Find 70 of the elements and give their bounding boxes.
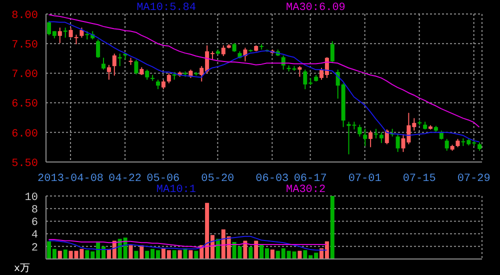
bar <box>178 250 182 259</box>
candlestick <box>106 64 111 80</box>
candlestick <box>330 40 334 64</box>
y-tick-label: 5.50 <box>12 158 38 170</box>
text: MA30:6.09 <box>286 2 346 14</box>
candlestick <box>384 128 389 145</box>
bar <box>298 250 302 259</box>
y-tick-label: 6 <box>31 217 38 230</box>
x-tick-label: 05-06 <box>146 173 180 185</box>
candlestick <box>161 79 166 90</box>
candlestick <box>444 138 449 152</box>
bar <box>172 250 176 259</box>
candlestick <box>102 57 106 70</box>
x-tick-label: 04-22 <box>108 173 142 185</box>
candlestick <box>145 69 150 80</box>
bar <box>270 250 274 259</box>
text: MA10:5.84 <box>136 2 196 14</box>
y-tick-label: 7.00 <box>12 69 38 82</box>
y-tick-label: 4 <box>31 230 38 242</box>
x-tick-label: 06-17 <box>294 173 327 185</box>
x-tick-label: 07-15 <box>402 173 436 185</box>
bar <box>58 250 62 259</box>
candlestick <box>281 54 286 70</box>
x-tick-label: 05-20 <box>201 173 234 185</box>
bar <box>254 240 258 259</box>
candlestick <box>358 124 362 138</box>
x-tick-label: 07-29 <box>457 173 490 185</box>
y-tick-label: 6.50 <box>12 98 38 111</box>
text: MA10:1 <box>156 184 196 196</box>
candlestick <box>74 34 78 45</box>
candlestick <box>368 130 373 148</box>
text: MA30:2 <box>286 184 326 196</box>
bar <box>140 245 144 259</box>
bar <box>128 245 133 259</box>
bar <box>330 196 334 259</box>
y-tick-label: 10 <box>24 192 38 204</box>
y-axis-title: x万 <box>14 263 30 275</box>
y-tick-label: 7.50 <box>12 40 38 52</box>
candlestick <box>134 59 138 75</box>
candlestick <box>379 132 384 144</box>
bar <box>134 250 138 259</box>
line-series <box>48 21 480 142</box>
bar <box>248 247 253 259</box>
x-tick-label: 2013-04-08 <box>38 173 104 185</box>
candlestick <box>166 72 171 84</box>
candlestick <box>118 53 122 67</box>
candlestick <box>80 27 84 38</box>
x-tick-label: 07-01 <box>348 173 382 185</box>
y-tick-label: 2 <box>31 242 38 254</box>
y-tick-label: 6.00 <box>12 128 38 140</box>
line-series <box>48 236 328 251</box>
candlestick <box>374 128 378 139</box>
candlestick <box>112 53 116 76</box>
candlestick <box>63 27 68 38</box>
candlestick <box>363 128 368 147</box>
x-tick-label: 06-03 <box>256 173 289 185</box>
candlestick <box>156 79 160 90</box>
bar <box>63 250 68 259</box>
bar <box>243 240 248 259</box>
y-tick-label: 8 <box>31 204 38 217</box>
candlestick <box>396 134 400 152</box>
candlestick <box>221 44 226 57</box>
line-series <box>48 14 480 128</box>
bar <box>194 250 198 259</box>
candlestick <box>58 27 62 44</box>
y-tick-label: 8.00 <box>12 10 38 22</box>
bar <box>188 250 193 259</box>
candlestick <box>68 27 73 38</box>
line-series <box>48 238 328 248</box>
candlestick <box>96 38 100 58</box>
